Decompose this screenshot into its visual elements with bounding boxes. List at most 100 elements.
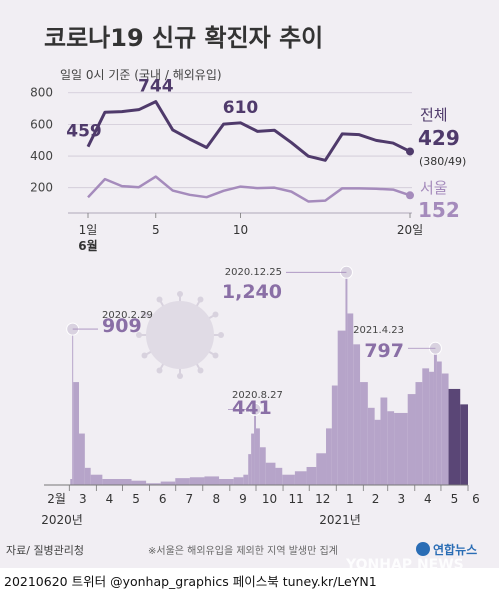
bar-segment [219,478,234,485]
total-latest-breakdown: (380/49) [419,155,466,168]
footnote: ※서울은 해외유입을 제외한 지역 발생만 집계 [148,544,338,557]
virus-spike-tip [156,296,163,303]
bar-segment [387,411,395,485]
x-tick-label: 20일 [397,223,423,237]
peak-date-label: 2021.4.23 [353,325,404,336]
bar-segment [294,471,307,485]
bar-segment [251,433,255,485]
bar-segment [79,433,85,485]
bar-segment [90,474,103,485]
footer-credits: 20210620 트위터 @yonhap_graphics 페이스북 tuney… [4,574,377,589]
bar-segment [189,477,205,485]
bar-segment [160,481,176,485]
bar-segment [248,454,252,485]
month-tick-label: 4 [424,492,432,506]
virus-spike-tip [177,373,183,379]
seoul-end-point [406,191,414,200]
daily-line-chart: 200 400 600 800 1일 5 10 20일 6월 459 744 610 [30,77,423,253]
bar-segment [265,462,276,485]
bar-segment [460,404,468,485]
x-tick-label: 10 [233,223,248,237]
bar-segment [347,313,354,485]
virus-body [146,301,214,369]
bar-segment [331,385,338,485]
month-tick-label: 1 [346,492,354,506]
data-label: 744 [138,77,174,97]
bar-segment [345,272,348,485]
virus-spike-tip [197,367,204,374]
watermark-text: YONHAP NEWS [345,557,464,568]
peak-value-label: 441 [232,397,272,419]
bar-segment [102,478,132,485]
bar-segment [70,478,73,485]
logo-text: 연합뉴스 [433,542,477,557]
x-month-label: 6월 [78,238,97,253]
bar-segment [256,428,260,485]
month-tick-label: 7 [185,492,193,506]
footer-bar: 20210620 트위터 @yonhap_graphics 페이스북 tuney… [0,568,499,591]
chart-subtitle: 일일 0시 기준 (국내 / 해외유입) [60,68,222,82]
bar-segment [441,373,449,485]
virus-spike-tip [212,352,219,359]
seoul-latest-value: 152 [418,198,460,222]
bar-segment [367,407,375,485]
bar-segment [380,397,388,485]
bar-segment [326,428,332,485]
month-tick-label: 5 [132,492,140,506]
source-label: 자료/ 질병관리청 [6,544,84,557]
virus-spike-tip [141,311,148,318]
month-tick-label: 4 [106,492,114,506]
bar-segment [282,474,295,485]
bar-segment [448,388,461,485]
virus-spike-tip [197,296,204,303]
month-tick-label: 12 [315,492,330,506]
total-latest-value: 429 [418,126,460,150]
total-end-point [406,147,414,156]
peak-value-label: 1,240 [222,281,282,303]
year-label: 2020년 [41,513,83,527]
bar-segment [316,453,327,485]
y-tick-label: 400 [30,149,53,163]
bar-segment [374,419,381,485]
month-tick-label: 11 [288,492,303,506]
y-tick-label: 600 [30,117,53,131]
bar-segment [243,474,249,485]
bar-segment [84,467,91,485]
bar-segment [72,329,74,485]
bar-segment [204,476,220,485]
virus-spike-tip [218,332,224,338]
peak-date-label: 2020.8.27 [232,390,283,401]
bar-segment [429,371,434,485]
bar-segment [175,478,190,485]
y-tick-label: 800 [30,86,53,100]
bar-segment [275,467,283,485]
chart-canvas: 코로나19 신규 확진자 추이 일일 0시 기준 (국내 / 해외유입) 200… [6,24,480,568]
bar-segment [394,412,408,485]
bar-segment [433,348,437,485]
bar-segment [407,394,416,485]
bar-segment [254,409,256,485]
bar-segment [259,447,266,485]
virus-spike-tip [212,311,219,318]
virus-spike-tip [141,352,148,359]
bar-segment [415,382,423,485]
seoul-series-name: 서울 [420,179,448,197]
yonhap-logo: 연합뉴스 [416,542,477,557]
data-label: 459 [66,122,102,142]
bar-segment [306,466,317,485]
month-tick-label: 6 [159,492,167,506]
bar-segment [353,344,361,485]
month-tick-label: 3 [397,492,405,506]
x-tick-label: 5 [152,223,160,237]
peak-date-label: 2020.12.25 [225,267,282,278]
month-tick-label: 2월 [47,492,66,506]
seoul-series-line [87,175,411,203]
bar-segment [422,368,430,485]
virus-spike-tip [156,367,163,374]
month-tick-label: 10 [262,492,277,506]
bar-segment [233,477,244,485]
peak-value-label: 909 [102,315,142,337]
month-tick-label: 6 [472,492,480,506]
total-series-line [86,100,411,162]
